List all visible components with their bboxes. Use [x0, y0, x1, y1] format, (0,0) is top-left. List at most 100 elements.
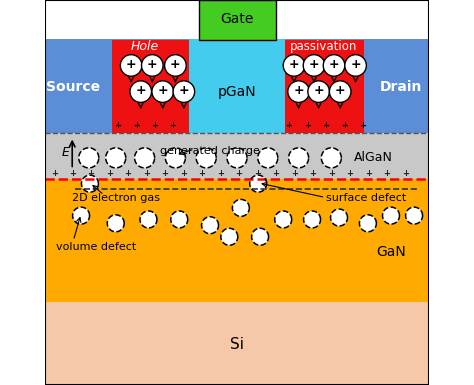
Text: 2D electron gas: 2D electron gas [72, 192, 160, 203]
Circle shape [308, 81, 329, 102]
Text: +: + [304, 121, 311, 131]
Text: +: + [170, 58, 181, 71]
Text: Gate: Gate [220, 12, 254, 26]
Text: +: + [383, 169, 390, 178]
Text: Drain: Drain [380, 80, 422, 94]
Text: generated charge: generated charge [160, 146, 260, 156]
Text: +: + [293, 84, 304, 97]
Text: +: + [285, 121, 292, 131]
Circle shape [250, 175, 267, 192]
Text: surface defect: surface defect [326, 192, 406, 203]
Circle shape [221, 228, 238, 245]
Text: +: + [313, 84, 324, 97]
Bar [189, 38, 285, 133]
Circle shape [107, 215, 124, 232]
Text: +: + [402, 169, 409, 178]
Text: +: + [217, 169, 224, 178]
Bar [112, 40, 189, 133]
Text: +: + [322, 121, 329, 131]
Text: Source: Source [46, 80, 100, 94]
Text: +: + [179, 84, 189, 97]
Text: +: + [346, 169, 353, 178]
Circle shape [252, 228, 269, 245]
Circle shape [345, 55, 366, 76]
Text: +: + [180, 169, 187, 178]
Text: +: + [350, 58, 361, 71]
Circle shape [140, 211, 157, 228]
Circle shape [329, 81, 351, 102]
Circle shape [130, 81, 152, 102]
Circle shape [120, 55, 142, 76]
Circle shape [288, 81, 310, 102]
Text: GaN: GaN [376, 245, 406, 259]
Text: pGaN: pGaN [218, 85, 256, 99]
Circle shape [289, 148, 309, 168]
Circle shape [196, 148, 216, 168]
Text: Si: Si [230, 337, 244, 352]
Text: +: + [170, 121, 177, 131]
Text: +: + [51, 169, 58, 178]
Circle shape [383, 207, 400, 224]
Text: +: + [126, 58, 137, 71]
Circle shape [142, 55, 163, 76]
Text: +: + [106, 169, 113, 178]
Text: +: + [365, 169, 372, 178]
Circle shape [201, 217, 219, 234]
Text: +: + [359, 121, 366, 131]
Text: +: + [328, 58, 339, 71]
Bar [45, 38, 429, 133]
Text: +: + [133, 121, 140, 131]
Circle shape [171, 211, 188, 228]
Bar [199, 0, 275, 40]
Text: +: + [289, 58, 299, 71]
Text: +: + [147, 58, 158, 71]
Circle shape [359, 215, 376, 232]
Text: +: + [273, 169, 279, 178]
Text: +: + [69, 169, 76, 178]
Text: +: + [136, 84, 146, 97]
Text: +: + [151, 121, 158, 131]
Circle shape [323, 55, 345, 76]
Text: passivation: passivation [290, 40, 357, 54]
Text: +: + [88, 169, 95, 178]
Text: volume defect: volume defect [56, 242, 137, 252]
Circle shape [227, 148, 247, 168]
Circle shape [73, 207, 90, 224]
Text: +: + [157, 84, 168, 97]
Text: +: + [335, 84, 346, 97]
Circle shape [232, 199, 249, 216]
Bar [45, 179, 429, 302]
Circle shape [152, 81, 173, 102]
Text: +: + [291, 169, 298, 178]
Text: +: + [143, 169, 150, 178]
Text: +: + [125, 169, 132, 178]
Text: +: + [310, 169, 316, 178]
Circle shape [275, 211, 292, 228]
Bar [45, 302, 429, 385]
Text: +: + [162, 169, 168, 178]
Text: +: + [309, 58, 319, 71]
Text: +: + [114, 121, 121, 131]
Circle shape [82, 175, 99, 192]
Circle shape [321, 148, 341, 168]
Circle shape [135, 148, 155, 168]
Bar [285, 40, 364, 133]
Circle shape [106, 148, 126, 168]
Text: Hole: Hole [130, 40, 159, 54]
Bar [45, 133, 429, 179]
Text: +: + [328, 169, 335, 178]
Circle shape [79, 148, 99, 168]
Circle shape [258, 148, 278, 168]
Circle shape [330, 209, 347, 226]
Text: +: + [236, 169, 242, 178]
Text: +: + [341, 121, 348, 131]
Circle shape [165, 148, 185, 168]
Circle shape [164, 55, 186, 76]
Circle shape [406, 207, 422, 224]
Circle shape [173, 81, 195, 102]
Text: E: E [62, 146, 70, 159]
Circle shape [303, 55, 325, 76]
Circle shape [283, 55, 305, 76]
Text: +: + [254, 169, 261, 178]
Circle shape [304, 211, 320, 228]
